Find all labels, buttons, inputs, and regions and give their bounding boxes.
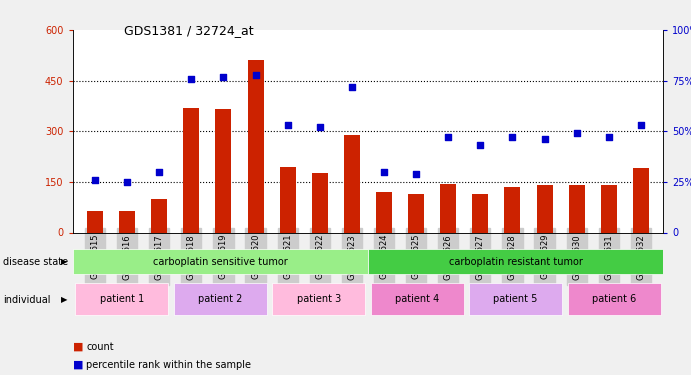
Point xyxy=(90,177,101,183)
Bar xyxy=(504,187,520,232)
Text: ▶: ▶ xyxy=(61,257,68,266)
Text: patient 1: patient 1 xyxy=(100,294,144,304)
Text: carboplatin sensitive tumor: carboplatin sensitive tumor xyxy=(153,256,287,267)
Point xyxy=(282,122,293,128)
Bar xyxy=(87,211,103,232)
Point xyxy=(218,74,229,80)
Bar xyxy=(151,199,167,232)
Point xyxy=(153,169,164,175)
Text: individual: individual xyxy=(3,295,51,305)
Text: patient 4: patient 4 xyxy=(395,294,439,304)
Text: ■: ■ xyxy=(73,342,83,352)
Bar xyxy=(370,283,464,315)
Point xyxy=(571,130,583,136)
Text: patient 5: patient 5 xyxy=(493,294,538,304)
Bar xyxy=(280,166,296,232)
Bar xyxy=(312,173,328,232)
Bar xyxy=(344,135,360,232)
Text: disease state: disease state xyxy=(3,257,68,267)
Text: patient 3: patient 3 xyxy=(296,294,341,304)
Point xyxy=(507,134,518,140)
Point xyxy=(346,84,357,90)
Bar xyxy=(73,249,368,274)
Point xyxy=(539,136,550,142)
Bar xyxy=(536,185,553,232)
Text: count: count xyxy=(86,342,114,352)
Bar xyxy=(376,192,392,232)
Bar xyxy=(633,168,649,232)
Text: ▶: ▶ xyxy=(61,296,68,304)
Bar xyxy=(440,184,456,232)
Text: patient 6: patient 6 xyxy=(592,294,636,304)
Point xyxy=(186,76,197,82)
Point xyxy=(314,124,325,130)
Bar xyxy=(119,211,135,232)
Bar xyxy=(473,194,489,232)
Point xyxy=(410,171,422,177)
Bar xyxy=(569,185,585,232)
Text: GDS1381 / 32724_at: GDS1381 / 32724_at xyxy=(124,24,254,38)
Bar xyxy=(567,283,661,315)
Point xyxy=(603,134,614,140)
Point xyxy=(635,122,646,128)
Bar xyxy=(368,249,663,274)
Bar xyxy=(247,60,263,232)
Point xyxy=(475,142,486,148)
Point xyxy=(379,169,390,175)
Bar xyxy=(216,110,231,232)
Point xyxy=(443,134,454,140)
Bar xyxy=(469,283,562,315)
Bar xyxy=(600,185,617,232)
Bar xyxy=(272,283,366,315)
Bar xyxy=(183,108,200,232)
Text: ■: ■ xyxy=(73,360,83,370)
Text: patient 2: patient 2 xyxy=(198,294,243,304)
Point xyxy=(122,179,133,185)
Bar xyxy=(173,283,267,315)
Point xyxy=(250,72,261,78)
Text: carboplatin resistant tumor: carboplatin resistant tumor xyxy=(448,256,583,267)
Bar xyxy=(408,194,424,232)
Bar xyxy=(75,283,169,315)
Text: percentile rank within the sample: percentile rank within the sample xyxy=(86,360,252,370)
